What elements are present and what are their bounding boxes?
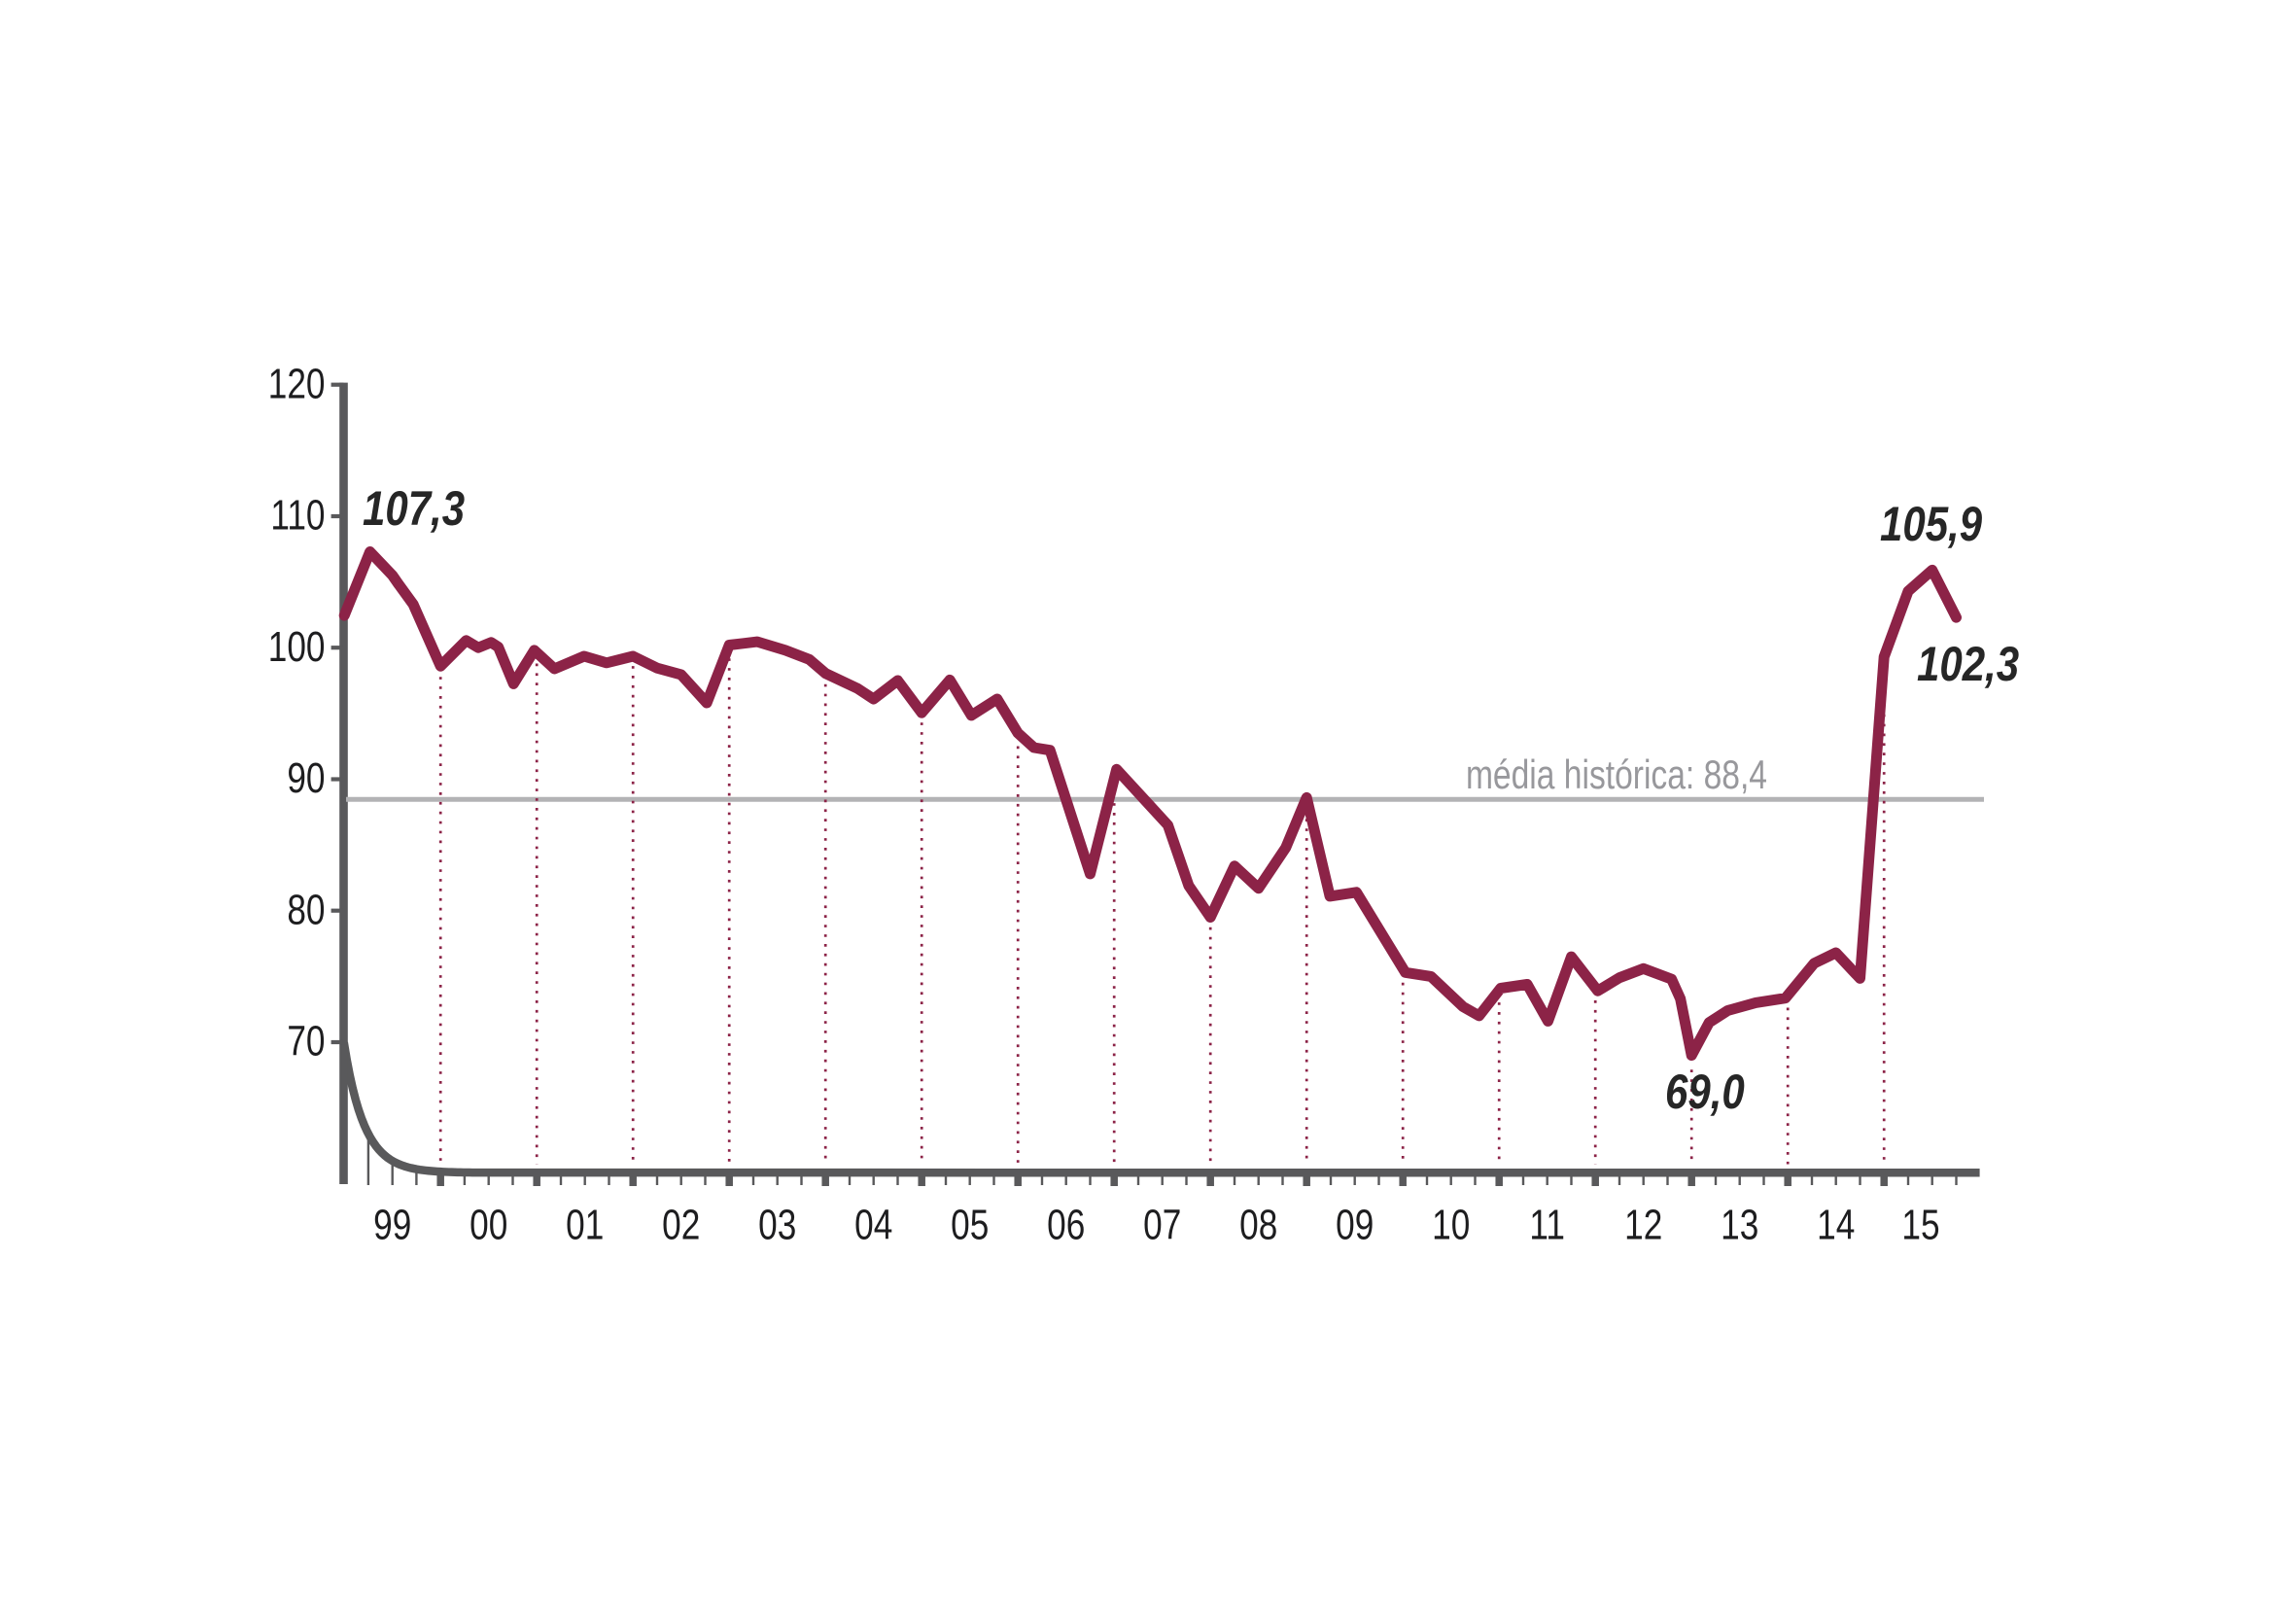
svg-text:06: 06	[1047, 1202, 1085, 1249]
svg-text:01: 01	[566, 1202, 604, 1249]
svg-text:09: 09	[1336, 1202, 1374, 1249]
svg-text:13: 13	[1721, 1202, 1758, 1249]
svg-text:69,0: 69,0	[1665, 1065, 1745, 1119]
svg-text:07: 07	[1143, 1202, 1181, 1249]
svg-text:05: 05	[951, 1202, 989, 1249]
svg-text:99: 99	[373, 1202, 411, 1249]
svg-text:100: 100	[268, 623, 326, 671]
svg-text:107,3: 107,3	[363, 481, 465, 536]
svg-text:00: 00	[470, 1202, 507, 1249]
svg-text:04: 04	[854, 1202, 892, 1249]
svg-text:80: 80	[287, 887, 325, 934]
svg-text:15: 15	[1901, 1202, 1939, 1249]
svg-text:70: 70	[287, 1018, 325, 1066]
svg-text:120: 120	[268, 361, 326, 408]
svg-text:média histórica: 88,4: média histórica: 88,4	[1466, 753, 1767, 798]
svg-text:105,9: 105,9	[1880, 497, 1982, 551]
svg-text:110: 110	[270, 492, 325, 540]
svg-text:02: 02	[662, 1202, 700, 1249]
svg-text:90: 90	[287, 754, 325, 802]
svg-text:12: 12	[1624, 1202, 1662, 1249]
svg-text:10: 10	[1432, 1202, 1470, 1249]
svg-text:03: 03	[758, 1202, 796, 1249]
svg-text:102,3: 102,3	[1917, 637, 2019, 691]
svg-text:14: 14	[1817, 1202, 1855, 1249]
svg-text:08: 08	[1239, 1202, 1277, 1249]
svg-text:11: 11	[1529, 1202, 1565, 1249]
